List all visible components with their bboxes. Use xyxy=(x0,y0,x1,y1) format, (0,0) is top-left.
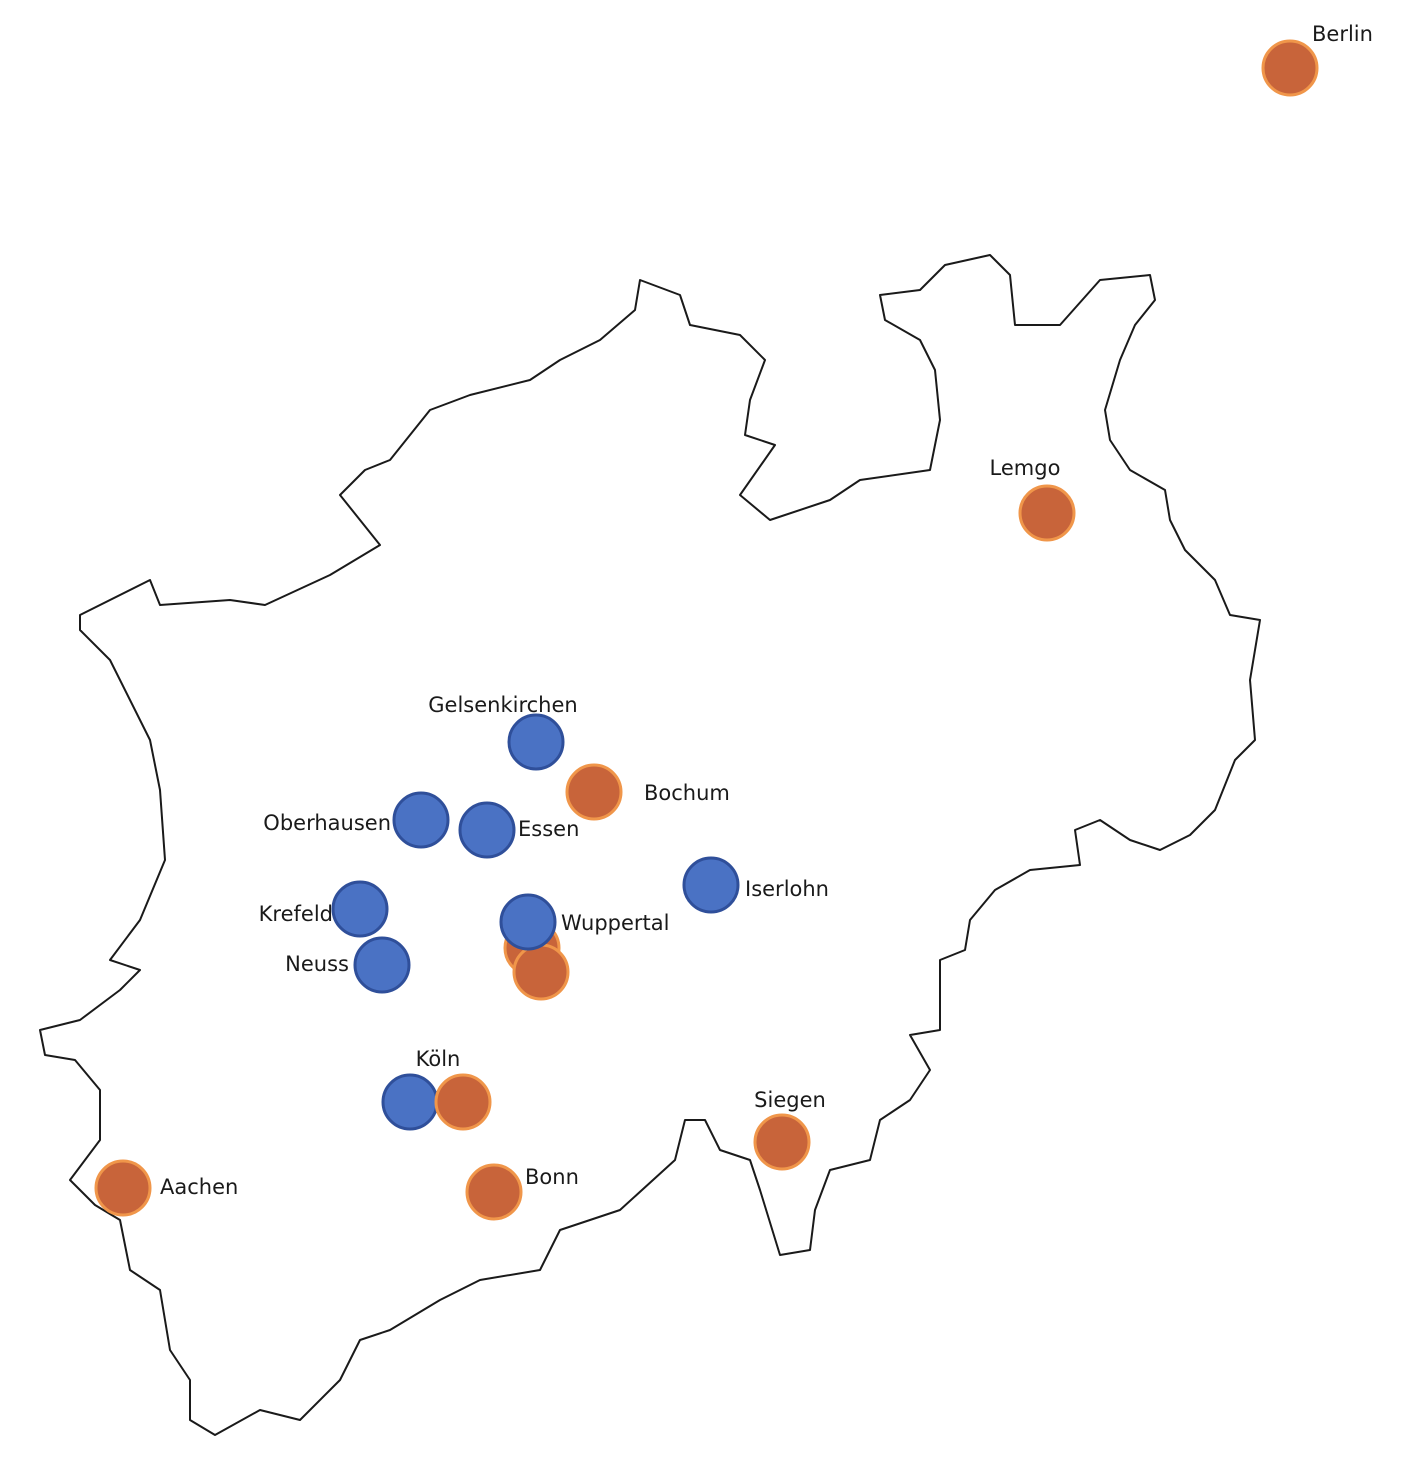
city-marker xyxy=(1261,39,1319,97)
city-label: Gelsenkirchen xyxy=(428,693,577,717)
city-marker xyxy=(682,856,740,914)
city-marker xyxy=(499,893,557,951)
city-marker xyxy=(381,1073,439,1131)
city-marker xyxy=(507,713,565,771)
state-outline xyxy=(39,254,1261,1436)
city-marker xyxy=(565,763,623,821)
city-label: Essen xyxy=(518,817,579,841)
city-label: Iserlohn xyxy=(745,877,829,901)
city-marker xyxy=(753,1113,811,1171)
city-marker xyxy=(94,1159,152,1217)
city-label: Siegen xyxy=(754,1088,826,1112)
city-label: Oberhausen xyxy=(263,811,391,835)
city-label: Köln xyxy=(416,1047,461,1071)
city-label: Neuss xyxy=(285,952,349,976)
city-marker xyxy=(1018,484,1076,542)
city-label: Bochum xyxy=(644,781,730,805)
marker xyxy=(512,943,570,1001)
city-marker xyxy=(434,1073,492,1131)
city-marker xyxy=(392,791,450,849)
city-marker xyxy=(458,801,516,859)
city-label: Lemgo xyxy=(990,456,1061,480)
city-label: Berlin xyxy=(1312,22,1373,46)
city-label: Wuppertal xyxy=(561,911,669,935)
city-label: Bonn xyxy=(525,1165,579,1189)
city-marker xyxy=(353,936,411,994)
city-marker xyxy=(331,880,389,938)
city-marker xyxy=(465,1163,523,1221)
city-label: Aachen xyxy=(160,1175,238,1199)
city-label: Krefeld xyxy=(259,902,333,926)
